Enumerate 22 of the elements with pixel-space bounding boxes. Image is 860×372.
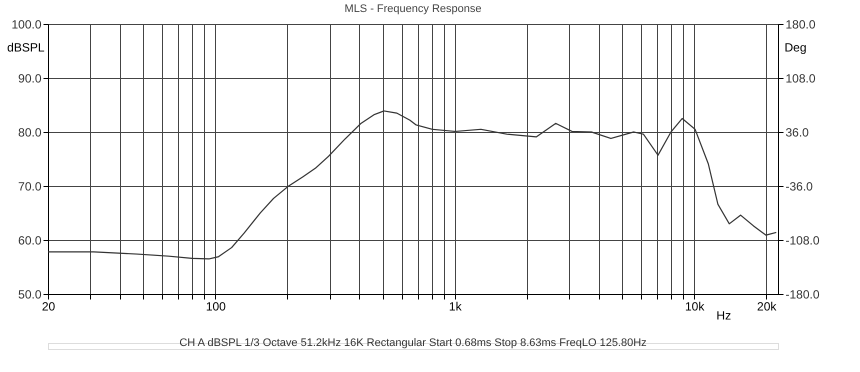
chart-title: MLS - Frequency Response — [344, 3, 482, 15]
text: CH A dBSPL 1/3 Octave 51.2kHz 16K Rectangular Start 0.68ms Stop 8.63ms FreqLO 125.80Hz — [179, 337, 647, 349]
y2-tick-label: 180.0 — [786, 18, 816, 32]
y-tick-label: 60.0 — [18, 234, 42, 248]
y2-axis-title: Deg — [784, 40, 807, 54]
x-tick-label: 10k — [684, 300, 706, 314]
y2-tick-label: -36.0 — [786, 180, 814, 194]
y-axis-title: dBSPL — [7, 40, 45, 54]
x-axis-title: Hz — [716, 308, 732, 322]
y-tick-label: 80.0 — [18, 126, 42, 140]
y-tick-label: 70.0 — [18, 180, 42, 194]
y2-tick-label: -108.0 — [786, 234, 820, 248]
x-tick-label: 20 — [42, 300, 56, 314]
y-tick-label: 90.0 — [18, 72, 42, 86]
y2-tick-label: 108.0 — [786, 72, 816, 86]
y2-tick-label: 36.0 — [786, 126, 810, 140]
x-tick-label: 1k — [448, 300, 463, 314]
y2-tick-label: -180.0 — [786, 288, 820, 302]
x-tick-label: 100 — [206, 300, 226, 314]
x-tick-label: 20k — [757, 300, 778, 314]
y-tick-label: 100.0 — [11, 18, 42, 32]
y-tick-label: 50.0 — [18, 288, 42, 302]
